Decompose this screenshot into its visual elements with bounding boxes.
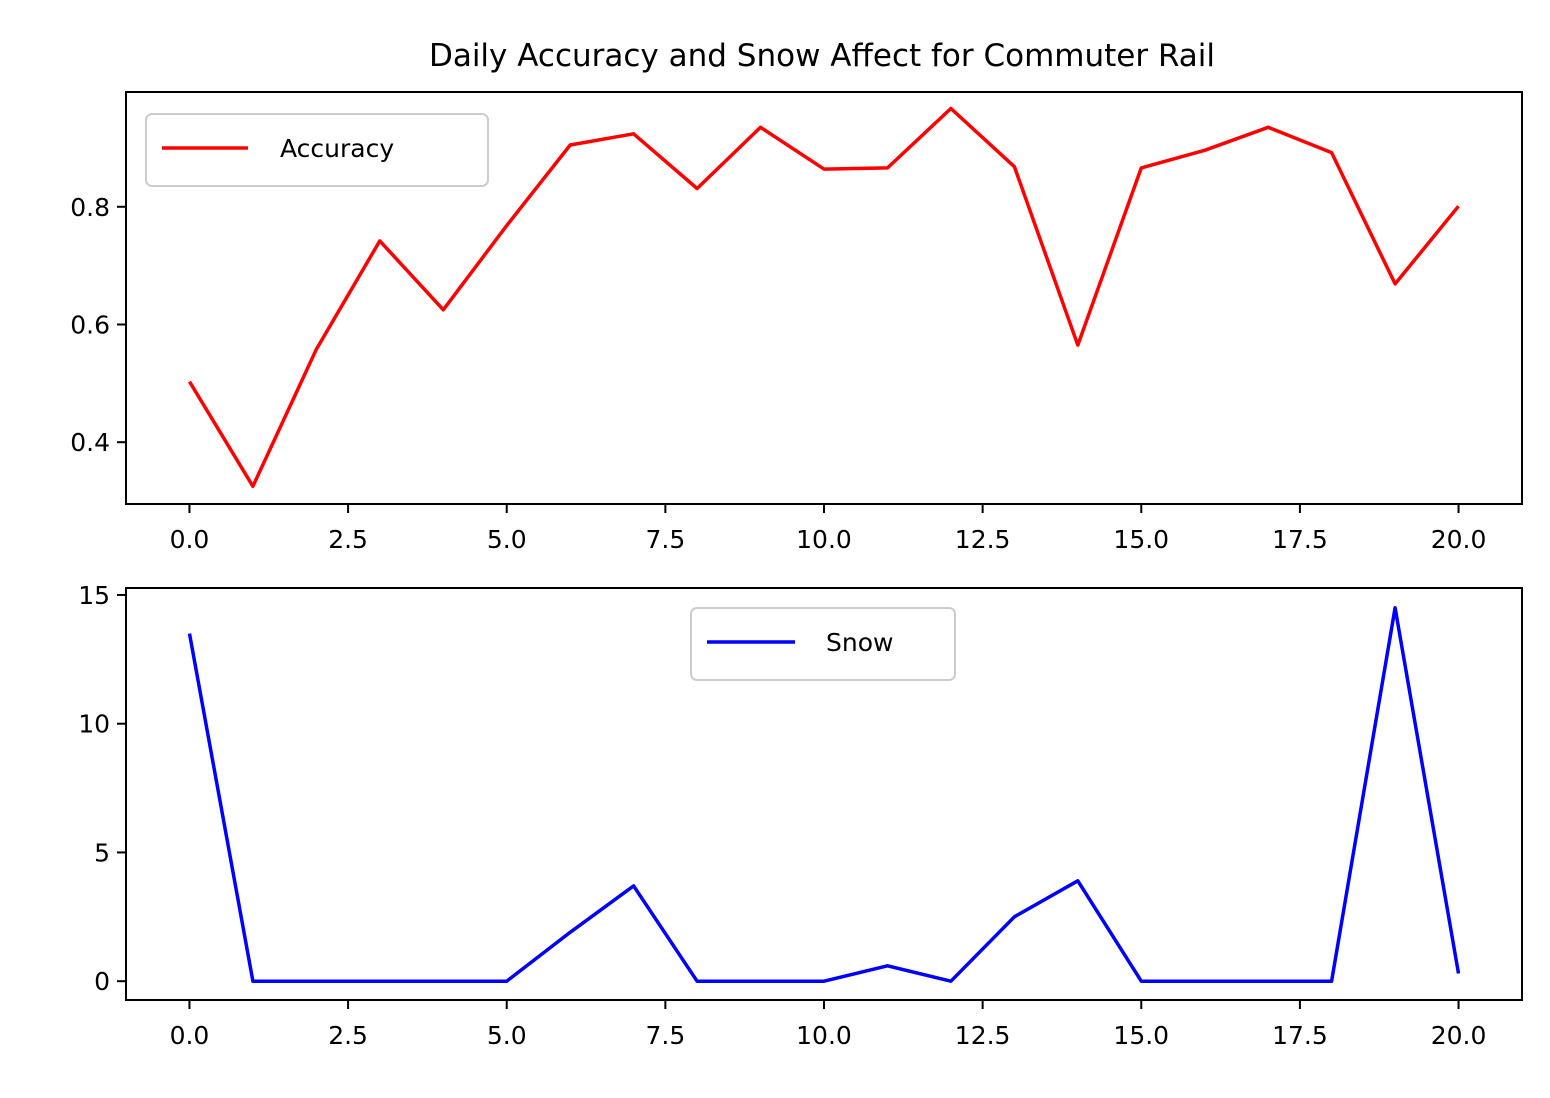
- snow-x-tick-label: 12.5: [955, 1021, 1011, 1050]
- accuracy-x-tick-label: 12.5: [955, 525, 1011, 554]
- accuracy-x-tick-label: 10.0: [796, 525, 852, 554]
- snow-legend-label: Snow: [826, 628, 893, 657]
- accuracy-x-tick-label: 0.0: [170, 525, 210, 554]
- snow-x-tick-label: 5.0: [487, 1021, 527, 1050]
- accuracy-legend-box: [145, 113, 489, 187]
- snow-x-tick-label: 0.0: [170, 1021, 210, 1050]
- snow-x-tick-label: 20.0: [1431, 1021, 1487, 1050]
- accuracy-y-tick-label: 0.6: [70, 310, 110, 339]
- accuracy-x-tick-label: 20.0: [1431, 525, 1487, 554]
- accuracy-y-tick-label: 0.8: [70, 193, 110, 222]
- accuracy-x-tick-label: 5.0: [487, 525, 527, 554]
- snow-series: [187, 606, 1461, 983]
- accuracy-series: [188, 106, 1460, 489]
- snow-x-tick-label: 7.5: [645, 1021, 685, 1050]
- accuracy-x-tick-label: 17.5: [1272, 525, 1328, 554]
- snow-panel: 0.0 2.5 5.0 7.5 10.0 12.5 15.0 17.5 20.0 051015 …: [78, 581, 1523, 1050]
- accuracy-legend-label: Accuracy: [280, 134, 394, 163]
- accuracy-x-ticks: 0.0 2.5 5.0 7.5 10.0 12.5 15.0 17.5 20.0: [170, 504, 1487, 554]
- accuracy-x-tick-label: 15.0: [1113, 525, 1169, 554]
- accuracy-panel: 0.0 2.5 5.0 7.5 10.0 12.5 15.0 17.5 20.0 0.40.60…: [70, 91, 1523, 554]
- snow-line: [187, 606, 1461, 983]
- snow-x-tick-label: 17.5: [1272, 1021, 1328, 1050]
- snow-y-tick-label: 10: [78, 710, 110, 739]
- accuracy-x-tick-label: 7.5: [645, 525, 685, 554]
- snow-x-tick-label: 10.0: [796, 1021, 852, 1050]
- snow-x-tick-label: 2.5: [328, 1021, 368, 1050]
- accuracy-legend: Accuracy: [145, 113, 489, 187]
- accuracy-y-tick-label: 0.4: [70, 428, 110, 457]
- snow-x-tick-label: 15.0: [1113, 1021, 1169, 1050]
- snow-y-tick-label: 15: [78, 581, 110, 610]
- accuracy-line: [188, 106, 1460, 489]
- snow-y-tick-label: 5: [94, 838, 110, 867]
- snow-legend-box: [690, 607, 956, 681]
- snow-y-ticks: 0 5 10 15: [78, 581, 126, 996]
- snow-x-ticks: 0.0 2.5 5.0 7.5 10.0 12.5 15.0 17.5 20.0: [170, 1000, 1487, 1050]
- accuracy-x-tick-label: 2.5: [328, 525, 368, 554]
- snow-legend: Snow: [690, 607, 956, 681]
- accuracy-y-ticks: 0.4 0.6 0.8: [70, 193, 126, 457]
- chart-title: Daily Accuracy and Snow Affect for Commu…: [429, 38, 1215, 74]
- snow-y-tick-label: 0: [94, 967, 110, 996]
